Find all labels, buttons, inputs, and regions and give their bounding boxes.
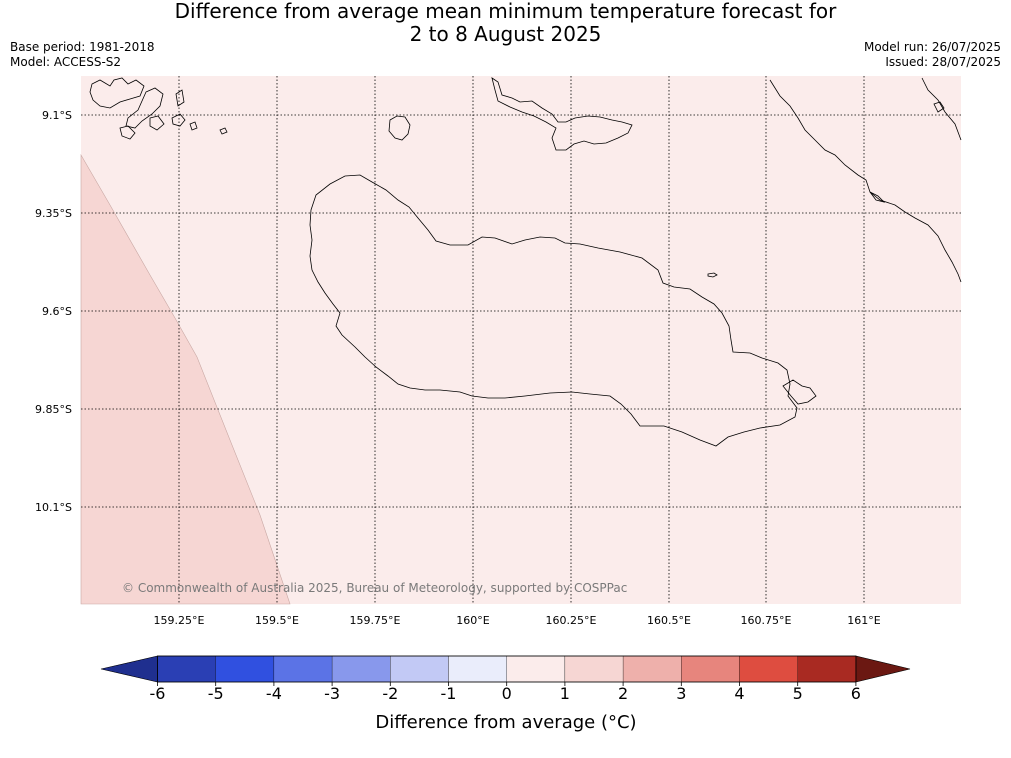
lon-label: 159.5°E bbox=[255, 614, 299, 627]
lon-label: 160.25°E bbox=[546, 614, 597, 627]
colorbar-title: Difference from average (°C) bbox=[375, 712, 636, 733]
title-line-1: Difference from average mean minimum tem… bbox=[174, 0, 837, 23]
colorbar-tick-label: -1 bbox=[441, 684, 457, 703]
colorbar-tick-label: 1 bbox=[560, 684, 570, 703]
lat-label: 9.6°S bbox=[42, 305, 72, 318]
colorbar-segment bbox=[273, 655, 333, 683]
colorbar-segment bbox=[215, 655, 275, 683]
colorbar-tick-label: 5 bbox=[793, 684, 803, 703]
malaita-islet-2 bbox=[869, 191, 886, 203]
tiny-islet bbox=[707, 272, 718, 278]
lat-label: 10.1°S bbox=[35, 501, 72, 514]
longitude-labels: 159.25°E 159.5°E 159.75°E 160°E 160.25°E 160.… bbox=[154, 614, 881, 627]
lon-label: 160°E bbox=[456, 614, 489, 627]
colorbar-tick-label: -6 bbox=[150, 684, 166, 703]
colorbar-tick-label: -4 bbox=[266, 684, 282, 703]
copyright-text: © Commonwealth of Australia 2025, Bureau… bbox=[122, 581, 627, 595]
colorbar-tick-label: 3 bbox=[676, 684, 686, 703]
malaita-islet bbox=[933, 101, 945, 113]
islet-g bbox=[149, 115, 165, 131]
colorbar-tick-label: 4 bbox=[734, 684, 744, 703]
islet-c bbox=[119, 125, 136, 140]
meta-left: Base period: 1981-2018 Model: ACCESS-S2 bbox=[10, 40, 155, 70]
malaita-coast bbox=[769, 79, 962, 283]
issued-date: Issued: 28/07/2025 bbox=[885, 55, 1001, 69]
colorbar-segment bbox=[448, 655, 507, 683]
latitude-labels: 9.1°S 9.35°S 9.6°S 9.85°S 10.1°S bbox=[35, 109, 72, 514]
malaita-north bbox=[921, 77, 962, 141]
colorbar-segment bbox=[157, 655, 216, 683]
meta-right: Model run: 26/07/2025 Issued: 28/07/2025 bbox=[864, 40, 1001, 70]
colorbar-segment bbox=[797, 655, 857, 683]
nggela-islands bbox=[491, 77, 633, 151]
colorbar-segment bbox=[564, 655, 624, 683]
map-area: © Commonwealth of Australia 2025, Bureau… bbox=[80, 76, 962, 605]
colorbar-tick-label: 2 bbox=[618, 684, 628, 703]
russell-islands bbox=[89, 77, 145, 109]
islet-f bbox=[189, 121, 198, 131]
marau-islets bbox=[782, 379, 817, 405]
colorbar-tick-label: -3 bbox=[324, 684, 340, 703]
colorbar-extend-left bbox=[100, 655, 158, 683]
colorbar-tick-label: -5 bbox=[208, 684, 224, 703]
colorbar-segment bbox=[506, 655, 566, 683]
model-name: Model: ACCESS-S2 bbox=[10, 55, 122, 69]
islet-e bbox=[219, 127, 228, 135]
model-run: Model run: 26/07/2025 bbox=[863, 40, 1001, 54]
lat-label: 9.35°S bbox=[35, 207, 72, 220]
title-line-2: 2 to 8 August 2025 bbox=[409, 22, 602, 46]
lon-label: 159.25°E bbox=[154, 614, 205, 627]
savo-island bbox=[388, 115, 411, 141]
lon-label: 160.75°E bbox=[741, 614, 792, 627]
lon-label: 160.5°E bbox=[647, 614, 691, 627]
colorbar-segment bbox=[622, 655, 682, 683]
colorbar-segment bbox=[331, 655, 391, 683]
lon-label: 161°E bbox=[847, 614, 880, 627]
lat-label: 9.85°S bbox=[35, 403, 72, 416]
colorbar-extend-right bbox=[855, 655, 911, 683]
lon-label: 159.75°E bbox=[350, 614, 401, 627]
colorbar-segment bbox=[739, 655, 798, 683]
lat-label: 9.1°S bbox=[42, 109, 72, 122]
map-title: Difference from average mean minimum tem… bbox=[0, 0, 1011, 46]
islet-d bbox=[175, 89, 185, 107]
colorbar-tick-label: 6 bbox=[851, 684, 861, 703]
coastlines bbox=[89, 77, 962, 447]
colorbar-segment bbox=[390, 655, 449, 683]
colorbar-tick-label: -2 bbox=[382, 684, 398, 703]
graticule bbox=[81, 76, 961, 604]
base-period: Base period: 1981-2018 bbox=[10, 40, 155, 54]
guadalcanal-coast bbox=[309, 174, 798, 447]
colorbar-tick-label: 0 bbox=[502, 684, 512, 703]
colorbar-segment bbox=[681, 655, 740, 683]
colorbar: -6 -5 -4 -3 -2 -1 0 1 2 3 4 5 6 bbox=[100, 655, 911, 703]
anomaly-region-1-to-2 bbox=[80, 153, 291, 605]
